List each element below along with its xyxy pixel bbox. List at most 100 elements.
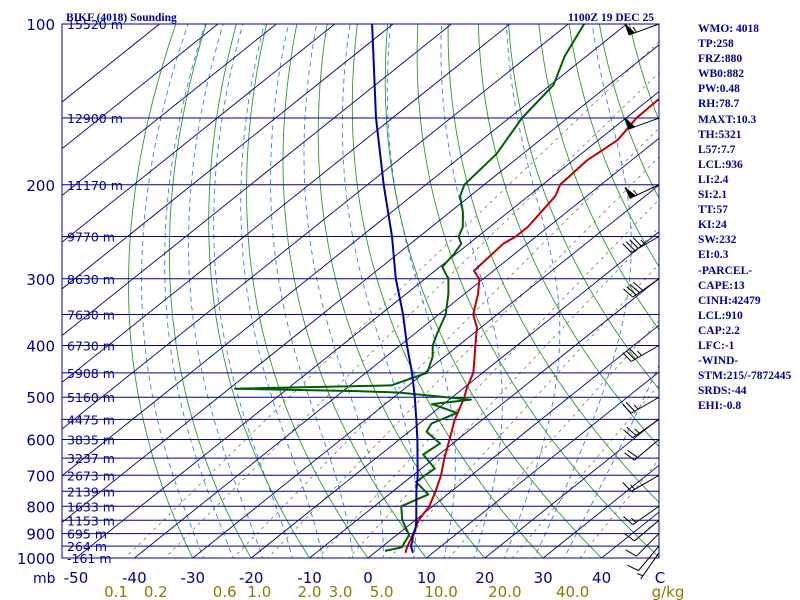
wind-barb <box>622 345 660 362</box>
wind-barb-half <box>640 239 646 245</box>
pressure-tick-label: 300 <box>26 271 55 289</box>
temperature-tick-label: C <box>655 569 665 587</box>
wind-barb-full <box>625 350 636 360</box>
dry-adiabat-line <box>416 24 659 558</box>
index-frz: FRZ:880 <box>698 53 743 66</box>
wind-barb-full <box>623 516 634 525</box>
isotherm-line <box>62 24 277 197</box>
wind-barb-full <box>627 449 638 458</box>
moist-adiabat-line <box>503 24 561 558</box>
moist-adiabat-line <box>341 24 417 558</box>
pressure-tick-label: 100 <box>26 16 55 34</box>
wind-barb-staff <box>632 278 660 298</box>
isotherm-line <box>133 137 659 558</box>
index-parcel-lcl: LCL:910 <box>698 309 743 322</box>
index-ei: EI:0.3 <box>698 249 729 262</box>
dry-adiabat-line <box>447 24 659 503</box>
wind-barb-pennant <box>624 23 636 36</box>
wind-barb-staff <box>631 345 660 362</box>
mixing-ratio-line <box>232 127 659 558</box>
mixing-ratio-label: 0.1 <box>104 583 128 600</box>
mixing-ratio-line <box>348 226 659 558</box>
section-wind-heading: -WIND- <box>698 355 739 368</box>
dewpoint-profile-line <box>234 24 585 552</box>
wind-barb <box>627 545 660 572</box>
isotherm-line <box>542 464 659 558</box>
moist-adiabat-line <box>164 24 234 558</box>
isotherm-line <box>62 24 627 477</box>
wind-barb <box>623 278 660 298</box>
index-ki: KI:24 <box>698 219 727 232</box>
isotherm-line <box>62 24 511 383</box>
wind-barb-full <box>623 429 634 439</box>
wind-barb <box>624 519 660 542</box>
wind-barb-full <box>622 404 632 414</box>
isotherm-line <box>425 371 659 558</box>
height-label: 5160 m <box>67 390 115 405</box>
pressure-tick-label: 200 <box>26 177 55 195</box>
height-label: 8630 m <box>67 272 115 287</box>
wind-barb-full <box>629 284 640 293</box>
index-maxt: MAXT:10.3 <box>698 113 757 126</box>
mixing-ratio-line <box>448 319 659 558</box>
wind-barb <box>622 396 660 414</box>
moist-adiabat-line <box>440 24 503 558</box>
wind-barb-full <box>622 243 632 253</box>
moist-adiabat-line <box>563 364 659 558</box>
wind-barb <box>624 439 660 461</box>
wind-barb-staff <box>634 519 660 542</box>
index-wb0: WB0:882 <box>698 68 744 81</box>
temperature-tick-label: 20 <box>475 569 494 587</box>
temperature-tick-label: -50 <box>64 569 89 587</box>
height-label: 9770 m <box>67 229 115 244</box>
wind-barb-staff <box>632 418 660 439</box>
pressure-tick-label: 400 <box>26 338 55 356</box>
height-label: 695 m <box>67 527 107 542</box>
temperature-tick-label: -30 <box>181 569 206 587</box>
wind-barb-half <box>637 350 643 356</box>
moist-adiabat-line <box>386 24 456 558</box>
wind-barb-full <box>624 452 635 461</box>
wind-barb-staff <box>638 545 660 571</box>
index-cap: CAP:2.2 <box>698 324 740 337</box>
height-label: 1153 m <box>67 513 115 528</box>
isotherm-line <box>75 91 659 558</box>
profiles <box>234 24 659 554</box>
mixing-ratio-line <box>511 384 659 558</box>
dry-adiabat-line <box>538 24 659 331</box>
mixing-ratio-label: 20.0 <box>488 583 521 600</box>
wind-barb-full <box>627 564 639 572</box>
wind-barb <box>624 184 660 199</box>
wind-barb-staff <box>636 533 660 557</box>
dry-adiabat-line <box>282 24 427 558</box>
temperature-tick-label: 40 <box>592 569 611 587</box>
wind-barb-full <box>629 348 639 358</box>
wind-barb <box>624 23 660 36</box>
wind-barb-full <box>623 288 634 298</box>
mixing-ratio-label: 3.0 <box>329 583 353 600</box>
isotherm-line <box>62 24 569 430</box>
temperature-tick-label: -20 <box>239 569 264 587</box>
wind-barb-full <box>622 352 632 362</box>
wind-barb-half <box>636 573 644 577</box>
chart-timestamp: 1100Z 19 DEC 25 <box>568 12 654 24</box>
height-label: 3237 m <box>67 451 115 466</box>
height-label: 15520 m <box>67 17 123 32</box>
dry-adiabat-line <box>351 24 544 558</box>
height-label: 2673 m <box>67 468 115 483</box>
wind-barb-staff <box>634 439 660 461</box>
wind-barb-staff <box>640 552 660 580</box>
mixing-ratio-label: 5.0 <box>370 583 394 600</box>
isotherms <box>62 24 659 558</box>
isotherm-line <box>250 231 659 558</box>
height-label: 2139 m <box>67 484 115 499</box>
moist-adiabat-line <box>141 24 204 558</box>
wind-barb-full <box>625 241 636 251</box>
wind-barb <box>623 505 660 526</box>
wind-barb-full <box>632 237 643 247</box>
isotherm-line <box>308 277 659 558</box>
wind-barb-half <box>634 428 640 434</box>
mixing-ratio-label: 1.0 <box>247 583 271 600</box>
height-label: 264 m <box>67 539 107 554</box>
